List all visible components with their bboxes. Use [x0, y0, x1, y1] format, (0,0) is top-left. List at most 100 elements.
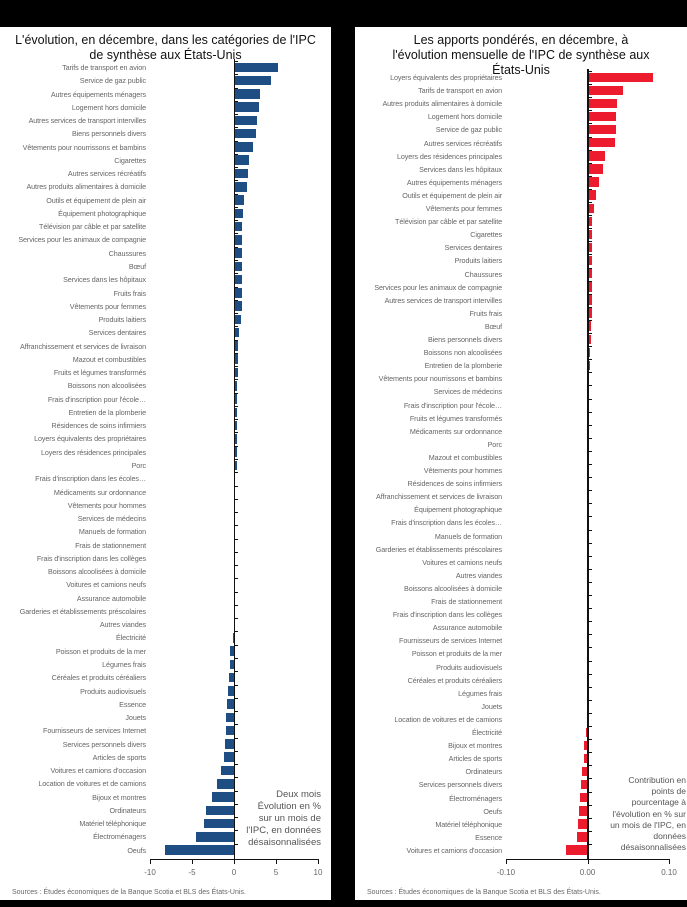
- bar-row: Céréales et produits céréaliers: [0, 671, 331, 684]
- axis-tick: [587, 241, 592, 243]
- data-bar: [234, 181, 248, 192]
- category-label: Voitures et camions neufs: [66, 580, 146, 590]
- category-label: Boissons non alcoolisées: [423, 348, 502, 358]
- bar-row: Mazout et combustibles: [0, 352, 331, 366]
- bar-row: Services personnels divers: [355, 778, 687, 791]
- data-bar: [234, 195, 245, 205]
- right-chart-panel: Les apports pondérés, en décembre, à l'é…: [355, 27, 687, 900]
- category-label: Service de gaz public: [435, 125, 502, 135]
- category-label: Frais d'inscription dans les collèges: [392, 610, 502, 620]
- category-label: Voitures et camions d'occasion: [50, 766, 147, 776]
- data-bar: [165, 845, 234, 855]
- bar-row: Articles de sports: [0, 750, 331, 764]
- category-label: Fruits et légumes transformés: [409, 413, 502, 423]
- data-bar: [580, 793, 588, 803]
- data-bar: [234, 168, 249, 179]
- axis-note-line: l'évolution en % sur: [612, 808, 686, 819]
- axis-tick: [234, 591, 238, 593]
- bar-row: Bijoux et montres: [0, 790, 331, 804]
- bar-row: Matériel téléphonique: [355, 817, 687, 831]
- axis-tick: [587, 568, 592, 570]
- x-axis-tick: [276, 859, 277, 864]
- x-axis-tick-label: 5: [273, 868, 279, 877]
- data-bar: [234, 407, 238, 418]
- axis-note-line: sur un mois de: [258, 813, 321, 824]
- bar-row: Bœuf: [355, 319, 687, 333]
- category-label: Frais de stationnement: [431, 597, 502, 606]
- axis-tick: [234, 419, 238, 421]
- axis-tick: [234, 220, 238, 222]
- axis-tick: [234, 684, 238, 686]
- category-label: Électricité: [471, 728, 502, 737]
- data-bar: [234, 434, 237, 444]
- bar-row: Autres équipements ménagers: [0, 87, 331, 101]
- data-bar: [587, 216, 593, 227]
- bar-row: Médicaments sur ordonnance: [355, 424, 687, 438]
- axis-tick: [234, 100, 238, 102]
- bar-row: Biens personnels divers: [355, 333, 687, 346]
- bar-row: Services dentaires: [0, 326, 331, 339]
- bar-row: Voitures et camions d'occasion: [355, 843, 687, 857]
- axis-tick: [587, 385, 592, 387]
- category-label: Services dentaires: [444, 243, 502, 253]
- right-chart-title: Les apports pondérés, en décembre, à l'é…: [392, 33, 650, 77]
- bar-row: Équipement photographique: [0, 206, 331, 220]
- category-label: Affranchissement et services de livraiso…: [20, 341, 146, 351]
- bar-row: Frais d'inscription dans les écoles…: [0, 472, 331, 485]
- axis-tick: [587, 699, 592, 701]
- category-label: Frais de stationnement: [75, 540, 146, 550]
- axis-tick: [587, 450, 592, 452]
- category-label: Céréales et produits céréaliers: [51, 673, 146, 683]
- category-label: Loyers des résidences principales: [41, 447, 146, 457]
- bar-row: Chaussures: [0, 246, 331, 260]
- category-label: Loyers équivalents des propriétaires: [390, 73, 502, 82]
- axis-tick: [234, 658, 238, 659]
- axis-tick: [234, 87, 238, 89]
- bar-row: Logement hors domicile: [0, 100, 331, 114]
- category-label: Autres services récréatifs: [423, 138, 502, 148]
- bar-row: Oeufs: [0, 843, 331, 857]
- data-bar: [217, 778, 234, 789]
- axis-tick: [587, 529, 592, 531]
- axis-tick: [234, 644, 238, 646]
- axis-tick: [234, 366, 238, 368]
- category-label: Frais d'inscription dans les collèges: [36, 553, 146, 563]
- category-label: Affranchissement et services de livraiso…: [376, 492, 502, 502]
- data-bar: [234, 142, 254, 152]
- category-label: Fournisseurs de services Internet: [399, 636, 502, 646]
- x-axis-tick-label: 0.00: [579, 868, 596, 877]
- axis-tick: [234, 578, 238, 580]
- axis-tick: [234, 843, 238, 845]
- category-label: Outils et équipement de plein air: [402, 190, 502, 200]
- x-axis-tick-label: -10: [144, 868, 156, 877]
- bar-row: Entretien de la plomberie: [0, 405, 331, 419]
- category-label: Vêtements pour femmes: [69, 301, 146, 311]
- data-bar: [577, 819, 588, 829]
- bar-row: Tarifs de transport en avion: [0, 61, 331, 74]
- category-label: Bœuf: [484, 321, 502, 331]
- bar-row: Équipement photographique: [355, 503, 687, 516]
- axis-tick: [234, 140, 238, 142]
- x-axis-tick: [234, 859, 235, 864]
- axis-note-line: points de: [651, 786, 687, 797]
- bar-row: Cigarettes: [0, 153, 331, 167]
- axis-tick: [587, 228, 592, 230]
- bar-row: Location de voitures et de camions: [355, 712, 687, 726]
- axis-tick: [587, 686, 592, 688]
- data-bar: [223, 752, 234, 762]
- axis-note-line: désaisonnalisées: [248, 837, 321, 848]
- axis-tick: [587, 621, 592, 623]
- category-label: Services personnels divers: [62, 739, 146, 749]
- bar-row: Jouets: [0, 711, 331, 724]
- category-label: Électroménagers: [449, 793, 502, 803]
- axis-tick: [587, 136, 592, 138]
- category-label: Autres équipements ménagers: [50, 89, 146, 99]
- data-bar: [234, 155, 250, 165]
- axis-tick: [234, 711, 238, 713]
- data-bar: [196, 832, 234, 842]
- axis-tick: [234, 724, 238, 726]
- axis-tick: [587, 162, 592, 164]
- bar-row: Produits audiovisuels: [0, 684, 331, 698]
- bar-row: Frais de stationnement: [355, 595, 687, 608]
- category-label: Services dans les hôpitaux: [63, 275, 146, 285]
